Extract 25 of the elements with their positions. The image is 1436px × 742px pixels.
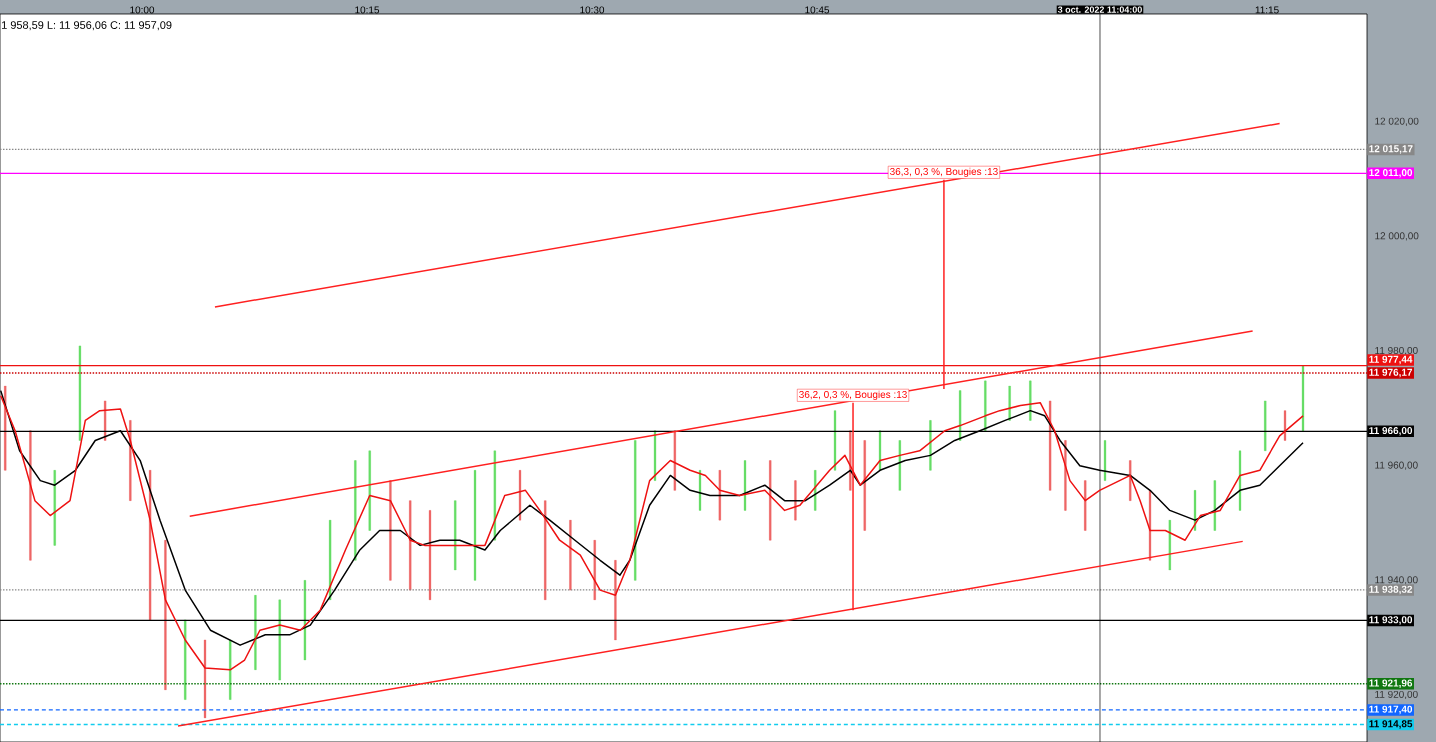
ref-line-label: 11 933,00 xyxy=(1369,616,1413,625)
y-tick-label: 12 020,00 xyxy=(1375,117,1419,126)
y-tick-label: 11 960,00 xyxy=(1375,461,1418,470)
x-tick-label: 10:45 xyxy=(805,6,830,14)
ref-line-label: 11 921,96 xyxy=(1369,679,1413,689)
ref-line-label: 11 976,17 xyxy=(1369,368,1413,378)
ref-line-label: 11 977,44 xyxy=(1369,355,1413,365)
ref-line-label: 11 917,40 xyxy=(1369,705,1413,715)
ref-line-label: 12 015,17 xyxy=(1369,145,1413,154)
ref-line-label: 11 966,00 xyxy=(1369,427,1413,436)
ref-line-label: 12 011,00 xyxy=(1369,169,1413,178)
ref-line-label: 11 914,85 xyxy=(1369,720,1413,729)
annotation: 1 958,59 L: 11 956,06 C: 11 957,09 xyxy=(2,21,172,31)
y-tick-label: 12 000,00 xyxy=(1375,232,1419,241)
y-tick-label: 11 980,00 xyxy=(1375,346,1418,356)
annotation: 36,2, 0,3 %, Bougies :13 xyxy=(799,390,907,400)
ref-line-label: 3 oct. 2022 11:04:00 xyxy=(1057,6,1142,13)
x-tick-label: 10:30 xyxy=(580,6,605,14)
x-tick-label: 10:15 xyxy=(355,6,380,14)
y-tick-label: 11 940,00 xyxy=(1375,576,1418,585)
annotation: 36,3, 0,3 %, Bougies :13 xyxy=(890,167,998,177)
y-tick-label: 11 920,00 xyxy=(1375,690,1418,700)
ref-line-label: 11 938,32 xyxy=(1369,585,1413,595)
x-tick-label: 10:00 xyxy=(130,6,155,14)
x-tick-label: 11:15 xyxy=(1255,6,1279,14)
